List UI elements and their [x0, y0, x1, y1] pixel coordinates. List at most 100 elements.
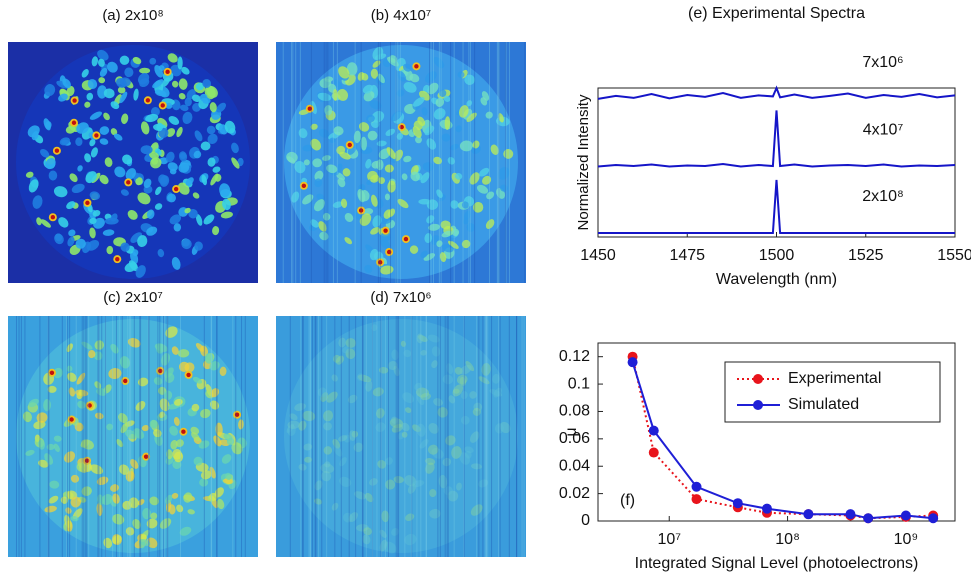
speckle — [365, 380, 373, 392]
speckle — [503, 149, 514, 159]
speckle — [379, 529, 387, 538]
speckle — [103, 112, 110, 121]
speckle — [377, 459, 387, 469]
speckle — [146, 537, 158, 549]
stripe — [433, 42, 435, 283]
stripe — [139, 316, 141, 557]
speckle — [369, 100, 382, 110]
stripe — [377, 42, 379, 283]
speckle — [427, 444, 439, 455]
speckle — [67, 236, 75, 247]
speckle — [77, 400, 86, 409]
stripe — [318, 316, 320, 557]
speckle — [426, 138, 437, 150]
speckle — [429, 488, 437, 498]
speckle — [469, 391, 477, 399]
speckle — [120, 422, 129, 434]
speckle — [202, 97, 211, 104]
series-line — [597, 110, 956, 168]
speckle — [139, 67, 151, 74]
speckle — [172, 448, 182, 460]
speckle — [337, 89, 349, 101]
speckle — [231, 142, 239, 154]
stripe — [361, 316, 363, 557]
speckle — [317, 92, 332, 102]
speckle — [231, 157, 240, 169]
speckle — [465, 360, 475, 372]
speckle — [310, 123, 318, 130]
speckle — [238, 419, 244, 430]
stripe — [121, 316, 123, 557]
hot-spot — [383, 228, 388, 233]
stripe — [446, 316, 448, 557]
speckle-image — [8, 42, 258, 283]
stripe — [15, 316, 17, 557]
stripe — [315, 316, 317, 557]
image-panels — [8, 42, 526, 557]
stripe — [348, 316, 350, 557]
speckle — [135, 177, 143, 186]
speckle — [372, 60, 381, 68]
speckle — [212, 166, 221, 173]
speckle — [38, 439, 45, 450]
speckle — [222, 478, 234, 484]
speckle — [47, 385, 57, 393]
speckle — [289, 413, 298, 421]
speckle — [119, 55, 130, 65]
speckle — [409, 73, 420, 83]
stripe — [299, 42, 301, 283]
speckle — [53, 367, 63, 379]
panel-title: (c) 2x10⁷ — [103, 289, 163, 306]
speckle — [129, 459, 139, 469]
speckle — [154, 203, 163, 210]
speckle — [172, 459, 182, 469]
speckle — [96, 476, 109, 486]
speckle — [343, 434, 352, 443]
stripe — [498, 42, 500, 283]
stripe — [508, 42, 510, 283]
speckle — [312, 158, 323, 168]
speckle-disk — [284, 45, 518, 279]
stripe — [504, 42, 506, 283]
stripe — [86, 316, 88, 557]
stripe — [425, 316, 427, 557]
stripe — [163, 316, 165, 557]
speckle — [469, 431, 480, 443]
speckle — [393, 149, 404, 162]
speckle — [453, 388, 460, 394]
stripe — [437, 316, 439, 557]
speckle — [112, 514, 125, 525]
stripe — [395, 316, 397, 557]
speckle — [391, 423, 403, 433]
stripe — [308, 316, 310, 557]
speckle — [332, 201, 343, 208]
speckle — [86, 92, 94, 101]
speckle — [48, 495, 59, 504]
speckle — [125, 527, 135, 536]
series-label: 7x10⁶ — [862, 54, 903, 71]
speckle — [463, 210, 471, 221]
stripe — [450, 42, 452, 283]
speckle — [200, 141, 211, 151]
speckle — [385, 457, 393, 466]
speckle — [99, 67, 108, 77]
speckle — [439, 89, 447, 97]
hot-spot — [54, 148, 60, 153]
stripe — [97, 316, 99, 557]
speckle — [89, 111, 103, 120]
stripe — [101, 316, 103, 557]
speckle — [333, 445, 343, 457]
speckle — [332, 89, 338, 101]
speckle — [133, 88, 139, 101]
speckle — [332, 438, 341, 449]
speckle — [310, 219, 319, 228]
speckle — [366, 114, 375, 123]
speckle — [116, 78, 127, 88]
speckle — [146, 226, 158, 236]
speckle — [454, 173, 463, 180]
stripe — [309, 316, 311, 557]
speckle — [310, 138, 322, 151]
speckle — [353, 130, 361, 144]
speckle — [450, 200, 459, 209]
speckle — [482, 175, 492, 185]
